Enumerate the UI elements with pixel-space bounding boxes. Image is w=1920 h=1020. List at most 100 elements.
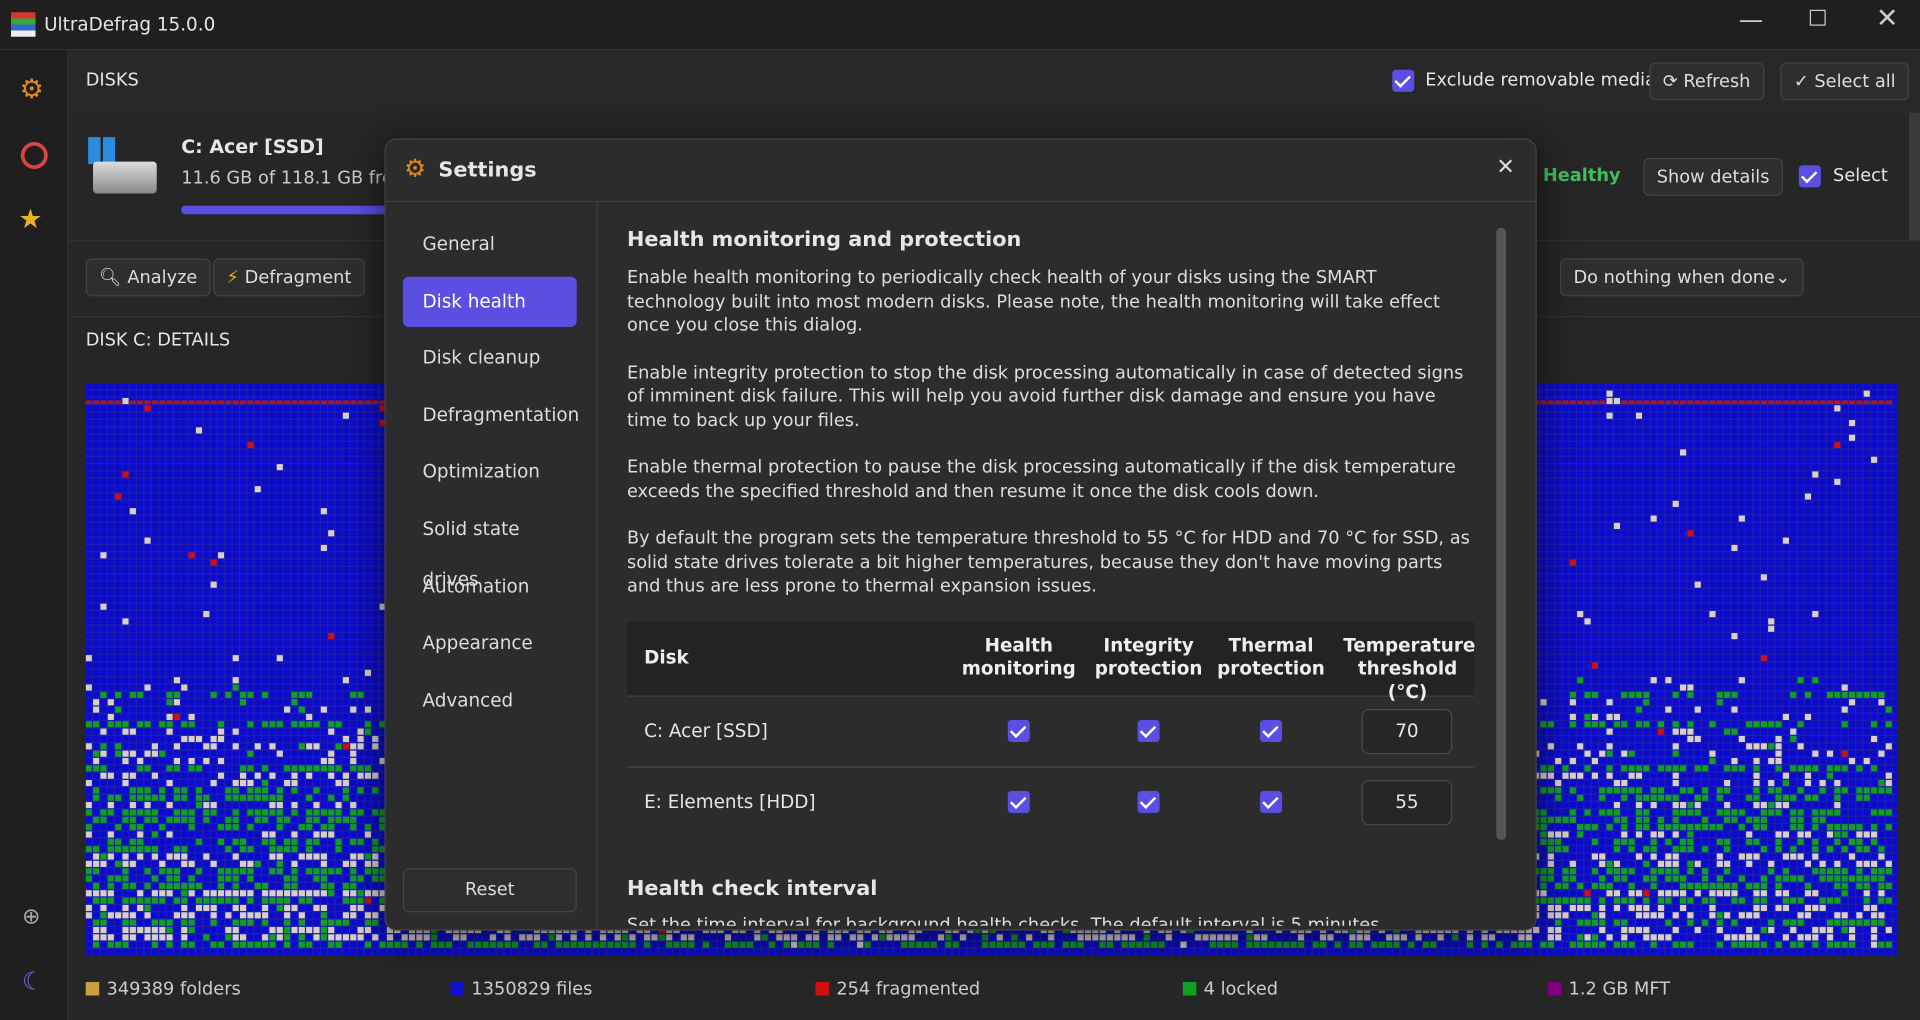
close[interactable]: ✕ [1875,3,1899,35]
map-cell [1628,897,1635,904]
map-cell [1621,400,1628,405]
zoom-icon[interactable]: ⊕ [22,903,41,930]
checkbox[interactable] [1260,719,1283,742]
show-details-button[interactable]: Show details [1643,157,1783,196]
map-cell [1547,831,1554,838]
map-cell [320,868,327,875]
map-cell [1753,882,1760,889]
map-cell [724,934,732,941]
checkbox[interactable] [1007,719,1030,742]
map-cell [1231,941,1238,948]
nav-item[interactable]: Disk cleanup [422,346,541,369]
map-cell [181,794,188,801]
map-cell [1547,787,1554,794]
exclude-removable[interactable]: Exclude removable media [1392,69,1656,92]
checkbox[interactable] [1137,719,1160,742]
map-cell [1804,934,1812,941]
help-icon[interactable] [20,142,48,169]
map-cell [1320,934,1327,941]
theme-icon[interactable]: ☾ [22,966,45,996]
map-cell [1687,684,1694,691]
map-cell [350,743,357,750]
map-cell [1694,802,1701,809]
nav-item[interactable]: Solid state drives [422,517,520,591]
reset-button[interactable]: Reset [402,868,577,913]
paragraph: Enable thermal protection to pause the d… [626,457,1456,502]
when-done-select[interactable]: Do nothing when done ⌄ [1560,258,1804,297]
map-cell [1738,515,1745,522]
temperature-input[interactable]: 70 [1361,708,1453,754]
map-cell [342,919,349,926]
map-cell [379,721,386,728]
map-cell [1628,772,1635,779]
map-cell [269,772,276,779]
refresh-button[interactable]: ⟳ Refresh [1649,62,1764,101]
map-cell [100,750,107,757]
map-cell [137,691,144,698]
map-cell [350,890,357,897]
map-cell [702,941,709,948]
nav-item[interactable]: General [422,232,495,255]
map-cell [372,934,379,941]
settings-icon[interactable]: ⚙ [19,74,44,106]
map-cell [1680,787,1687,794]
map-cell [203,802,210,809]
nav-item[interactable]: Optimization [422,460,540,483]
select-all-button[interactable]: ✓ Select all [1780,62,1910,101]
map-cell [284,875,291,882]
map-cell [203,611,210,618]
nav-item[interactable]: Appearance [422,632,533,655]
map-cell [195,794,203,801]
map-cell [225,824,232,831]
nav-item[interactable]: Defragmentation [422,403,580,426]
map-cell [1621,934,1628,941]
dialog-close[interactable]: ✕ [1496,154,1515,181]
map-cell [342,794,349,801]
defragment-button[interactable]: ⚡︎ Defragment [213,258,365,297]
map-cell [313,934,320,941]
restore[interactable] [1809,9,1826,26]
checkbox[interactable] [1260,790,1283,813]
map-cell [137,846,144,853]
disk-select[interactable]: Select [1798,165,1888,188]
temperature-input[interactable]: 55 [1361,779,1453,825]
map-cell [1724,802,1731,809]
nav-item[interactable]: Advanced [422,689,514,712]
analyze-button[interactable]: 🔍︎ Analyze [85,258,211,297]
map-cell [1775,846,1782,853]
nav-item[interactable]: Disk health [402,276,577,327]
checkbox[interactable] [1137,790,1160,813]
map-cell [262,816,269,823]
favorite-icon[interactable]: ★ [18,204,43,236]
map-cell [100,919,107,926]
map-cell [100,860,107,867]
map-cell [306,853,313,860]
nav-item[interactable]: Automation [422,575,530,598]
map-cell [144,765,151,772]
minimize[interactable]: — [1738,4,1764,35]
map-cell [1224,934,1231,941]
map-cell [1885,882,1892,889]
map-cell [1863,897,1870,904]
map-cell [372,890,379,897]
map-cell [115,691,122,698]
map-cell [1584,691,1591,698]
map-cell [1555,919,1562,926]
map-cell [203,816,210,823]
map-cell [137,838,144,845]
checkbox[interactable] [1007,790,1030,813]
map-cell [1885,721,1892,728]
map-cell [137,787,144,794]
map-cell [93,853,100,860]
map-cell [1878,699,1885,706]
map-cell [372,868,379,875]
map-cell [129,860,136,867]
map-cell [313,743,320,750]
map-cell [203,853,210,860]
map-cell [122,875,129,882]
map-cell [1716,882,1723,889]
map-cell [1834,405,1841,412]
map-cell [262,721,269,728]
map-cell [666,941,673,948]
map-cell [1518,934,1525,941]
